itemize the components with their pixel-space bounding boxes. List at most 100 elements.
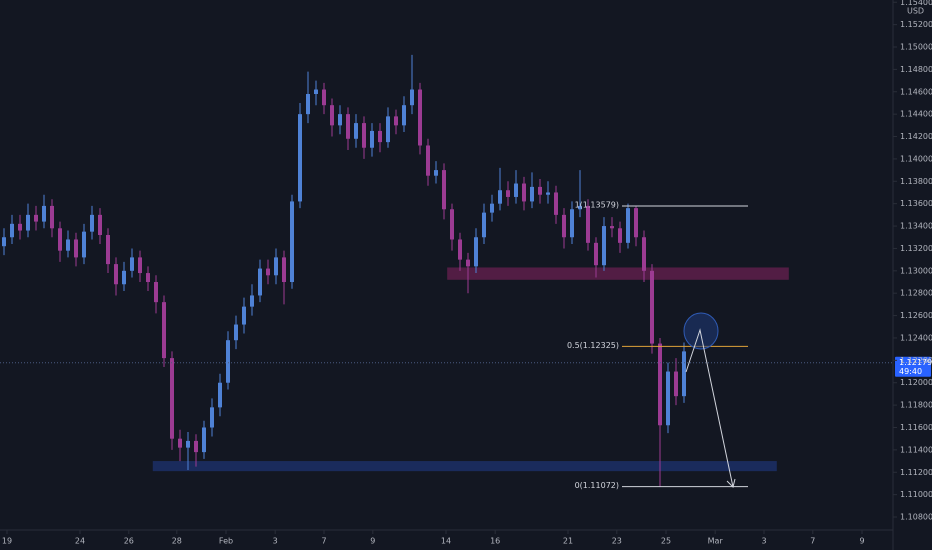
candle-body	[498, 190, 502, 204]
candle-body	[482, 212, 486, 238]
candle-body	[650, 270, 654, 344]
candle-body	[386, 116, 390, 143]
x-tick-label: Mar	[708, 537, 724, 546]
candle-body	[298, 114, 302, 202]
candle-body	[418, 89, 422, 146]
candle-body	[18, 223, 22, 231]
y-tick-label: 1.11200	[900, 468, 932, 477]
candle-body	[554, 192, 558, 215]
candle-body	[82, 231, 86, 258]
y-tick-label: 1.15200	[900, 20, 932, 29]
y-tick-label: 1.15400	[900, 0, 932, 7]
x-tick-label: 7	[321, 537, 326, 546]
y-tick-label: 1.14800	[900, 65, 932, 74]
candle-body	[354, 123, 358, 139]
candle-body	[242, 306, 246, 325]
last-price-label: 1.12179	[899, 358, 932, 367]
candle-body	[154, 282, 158, 303]
candle-body	[74, 239, 78, 258]
fib-label: 1(1.13579)	[575, 201, 619, 210]
candle-body	[426, 145, 430, 176]
candle-body	[170, 358, 174, 439]
candle-body	[682, 351, 686, 397]
candle-body	[466, 259, 470, 267]
y-tick-label: 1.13200	[900, 244, 932, 253]
candle-body	[442, 170, 446, 210]
candle-body	[586, 205, 590, 243]
last-price-box	[895, 356, 931, 377]
candle-body	[98, 214, 102, 236]
candle-body	[514, 183, 518, 197]
candle-body	[538, 186, 542, 195]
candle-body	[218, 382, 222, 408]
candle-body	[402, 105, 406, 126]
candle-body	[2, 237, 6, 247]
y-tick-label: 1.10800	[900, 513, 932, 522]
fib-label: 0(1.11072)	[575, 481, 619, 490]
candle-body	[634, 208, 638, 238]
x-tick-label: 25	[661, 537, 671, 546]
candle-body	[10, 223, 14, 238]
candle-body	[378, 130, 382, 143]
candle-body	[122, 270, 126, 285]
x-tick-label: 9	[859, 537, 864, 546]
x-tick-label: 24	[75, 537, 85, 546]
x-tick-label: 28	[172, 537, 182, 546]
candle-body	[658, 343, 662, 426]
candle-body	[186, 440, 190, 448]
candle-body	[610, 226, 614, 229]
y-tick-label: 1.15000	[900, 43, 932, 52]
candle-body	[146, 273, 150, 283]
candle-body	[202, 427, 206, 453]
candle-body	[618, 228, 622, 243]
candle-body	[642, 237, 646, 271]
candle-body	[594, 242, 598, 266]
candle-body	[394, 116, 398, 126]
candle-body	[66, 239, 70, 251]
candle-body	[490, 203, 494, 213]
y-tick-label: 1.12800	[900, 289, 932, 298]
zone	[152, 461, 777, 472]
candle-body	[562, 214, 566, 238]
arrow-head	[726, 478, 736, 488]
candle-body	[178, 438, 182, 448]
x-tick-label: 3	[273, 537, 278, 546]
candle-body	[274, 257, 278, 276]
candle-body	[26, 214, 30, 231]
candle-body	[114, 264, 118, 285]
candle-body	[58, 228, 62, 251]
candle-body	[578, 205, 582, 210]
candle-body	[266, 268, 270, 276]
candle-body	[330, 105, 334, 126]
x-tick-label: 19	[2, 537, 12, 546]
candle-body	[90, 214, 94, 232]
y-tick-label: 1.12600	[900, 311, 932, 320]
candle-body	[314, 89, 318, 95]
y-tick-label: 1.12000	[900, 378, 932, 387]
candle-body	[34, 214, 38, 222]
candle-body	[42, 205, 46, 222]
candle-body	[546, 192, 550, 195]
countdown-label: 49:40	[899, 367, 922, 376]
candle-body	[162, 302, 166, 359]
candle-body	[570, 209, 574, 238]
x-tick-label: 21	[563, 537, 573, 546]
y-tick-label: 1.11600	[900, 423, 932, 432]
candle-body	[226, 340, 230, 383]
y-tick-label: 1.14200	[900, 132, 932, 141]
candle-body	[674, 371, 678, 397]
candle-body	[258, 268, 262, 296]
x-tick-label: 7	[810, 537, 815, 546]
candle-body	[458, 239, 462, 260]
candle-body	[338, 114, 342, 126]
candle-body	[626, 208, 630, 243]
y-tick-label: 1.14600	[900, 87, 932, 96]
y-tick-label: 1.11400	[900, 445, 932, 454]
x-tick-label: 3	[761, 537, 766, 546]
candle-body	[530, 186, 534, 202]
y-tick-label: 1.12400	[900, 333, 932, 342]
y-tick-label: 1.11800	[900, 401, 932, 410]
candle-body	[370, 130, 374, 148]
